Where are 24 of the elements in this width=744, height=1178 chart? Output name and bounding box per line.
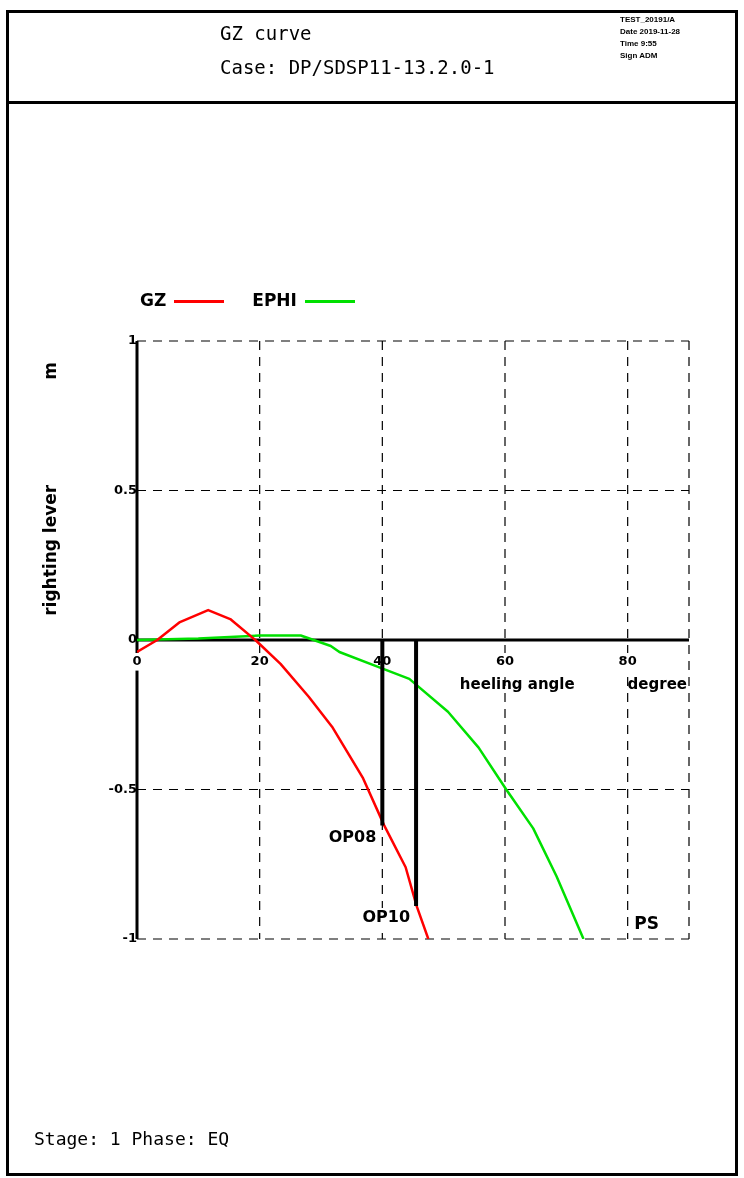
y-tick-label: 1 bbox=[127, 332, 137, 348]
y-tick-label: -1 bbox=[122, 930, 137, 946]
text: Date 2019-11-28 bbox=[620, 26, 681, 38]
y-tick-label: 0.5 bbox=[113, 481, 137, 497]
x-tick-label: 20 bbox=[250, 653, 269, 669]
text: TEST_20191/A bbox=[620, 14, 677, 26]
text: m bbox=[40, 362, 61, 380]
x-tick-label: 60 bbox=[495, 653, 515, 669]
y-tick-label: 0 bbox=[127, 631, 137, 647]
x-axis-title: heeling angle bbox=[459, 675, 575, 694]
annotation: OP08 bbox=[328, 826, 377, 846]
text: Stage: 1 Phase: EQ bbox=[34, 1128, 230, 1149]
annotation: degree bbox=[627, 675, 687, 694]
legend-label: EPHI bbox=[252, 290, 298, 310]
y-axis-title: righting lever bbox=[40, 484, 61, 616]
x-tick-label: 80 bbox=[618, 653, 637, 669]
y-tick-label: -0.5 bbox=[108, 780, 137, 796]
annotation: PS bbox=[634, 912, 659, 933]
chart-subtitle: Case: DP/SDSP11-13.2.0-1 bbox=[220, 56, 495, 78]
text: Sign ADM bbox=[620, 50, 659, 62]
annotation: OP10 bbox=[362, 907, 411, 927]
chart-title: GZ curve bbox=[220, 22, 312, 44]
legend-label: GZ bbox=[140, 290, 168, 310]
text: Time 9:55 bbox=[620, 38, 658, 50]
